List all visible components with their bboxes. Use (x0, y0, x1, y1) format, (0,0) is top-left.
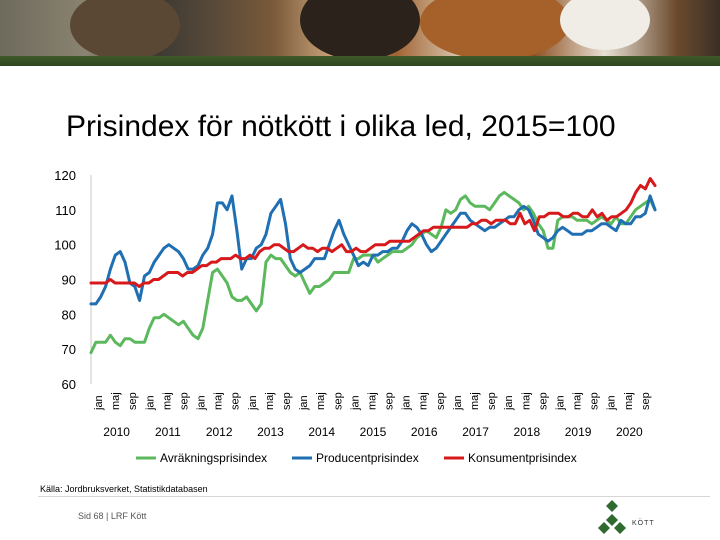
series-line (89, 194, 657, 306)
x-month-label: jan (554, 395, 566, 411)
x-month-label: sep (589, 392, 601, 410)
x-month-label: maj (110, 392, 122, 410)
cow-patch (560, 0, 650, 50)
x-month-label: jan (503, 395, 515, 411)
x-month-label: sep (332, 392, 344, 410)
x-month-label: sep (435, 392, 447, 410)
x-month-label: maj (213, 392, 225, 410)
grass-strip (0, 56, 720, 66)
x-month-label: sep (384, 392, 396, 410)
legend-label: Avräkningsprisindex (160, 451, 267, 465)
x-year-label: 2016 (411, 425, 438, 439)
x-month-label: maj (623, 392, 635, 410)
series-line (89, 177, 657, 288)
x-year-label: 2017 (462, 425, 489, 439)
x-month-label: sep (486, 392, 498, 410)
x-month-label: maj (264, 392, 276, 410)
x-month-label: sep (640, 392, 652, 410)
cow-patch (70, 0, 180, 60)
cow-patch (420, 0, 570, 60)
source-note: Källa: Jordbruksverket, Statistikdatabas… (40, 484, 208, 494)
footer-page-label: Sid 68 | LRF Kött (78, 511, 147, 521)
x-month-label: jan (298, 395, 310, 411)
x-year-label: 2013 (257, 425, 284, 439)
x-month-label: sep (127, 392, 139, 410)
x-month-label: maj (520, 392, 532, 410)
footer-divider (38, 496, 710, 497)
x-month-label: jan (247, 395, 259, 411)
y-tick-label: 120 (54, 168, 76, 183)
x-month-label: maj (161, 392, 173, 410)
x-month-label: jan (606, 395, 618, 411)
x-year-label: 2019 (565, 425, 592, 439)
lrf-kott-logo: KÖTT (598, 500, 655, 534)
x-month-label: sep (537, 392, 549, 410)
x-month-label: jan (349, 395, 361, 411)
x-month-label: maj (366, 392, 378, 410)
x-year-label: 2012 (206, 425, 233, 439)
x-month-label: jan (144, 395, 156, 411)
y-tick-label: 110 (55, 203, 76, 218)
x-month-label: sep (281, 392, 293, 410)
x-month-label: jan (452, 395, 464, 411)
x-year-label: 2015 (360, 425, 387, 439)
x-month-label: jan (401, 395, 413, 411)
x-year-label: 2018 (513, 425, 540, 439)
x-month-label: sep (230, 392, 242, 410)
x-month-label: sep (178, 392, 190, 410)
x-month-label: maj (469, 392, 481, 410)
header-photo-banner (0, 0, 720, 66)
x-year-label: 2014 (308, 425, 335, 439)
logo-text: KÖTT (632, 519, 655, 527)
page-title: Prisindex för nötkött i olika led, 2015=… (66, 110, 616, 143)
y-tick-label: 70 (62, 342, 76, 357)
x-year-label: 2010 (103, 425, 130, 439)
x-year-label: 2011 (155, 425, 181, 439)
x-month-label: maj (418, 392, 430, 410)
y-tick-label: 100 (54, 238, 76, 253)
x-month-label: maj (572, 392, 584, 410)
x-month-label: jan (196, 395, 208, 411)
x-year-label: 2020 (616, 425, 643, 439)
x-month-label: jan (93, 395, 105, 411)
y-tick-label: 90 (62, 273, 76, 288)
x-month-label: maj (315, 392, 327, 410)
legend-label: Producentprisindex (316, 451, 419, 465)
y-tick-label: 60 (62, 377, 76, 392)
y-tick-label: 80 (62, 307, 76, 322)
legend-label: Konsumentprisindex (468, 451, 577, 465)
